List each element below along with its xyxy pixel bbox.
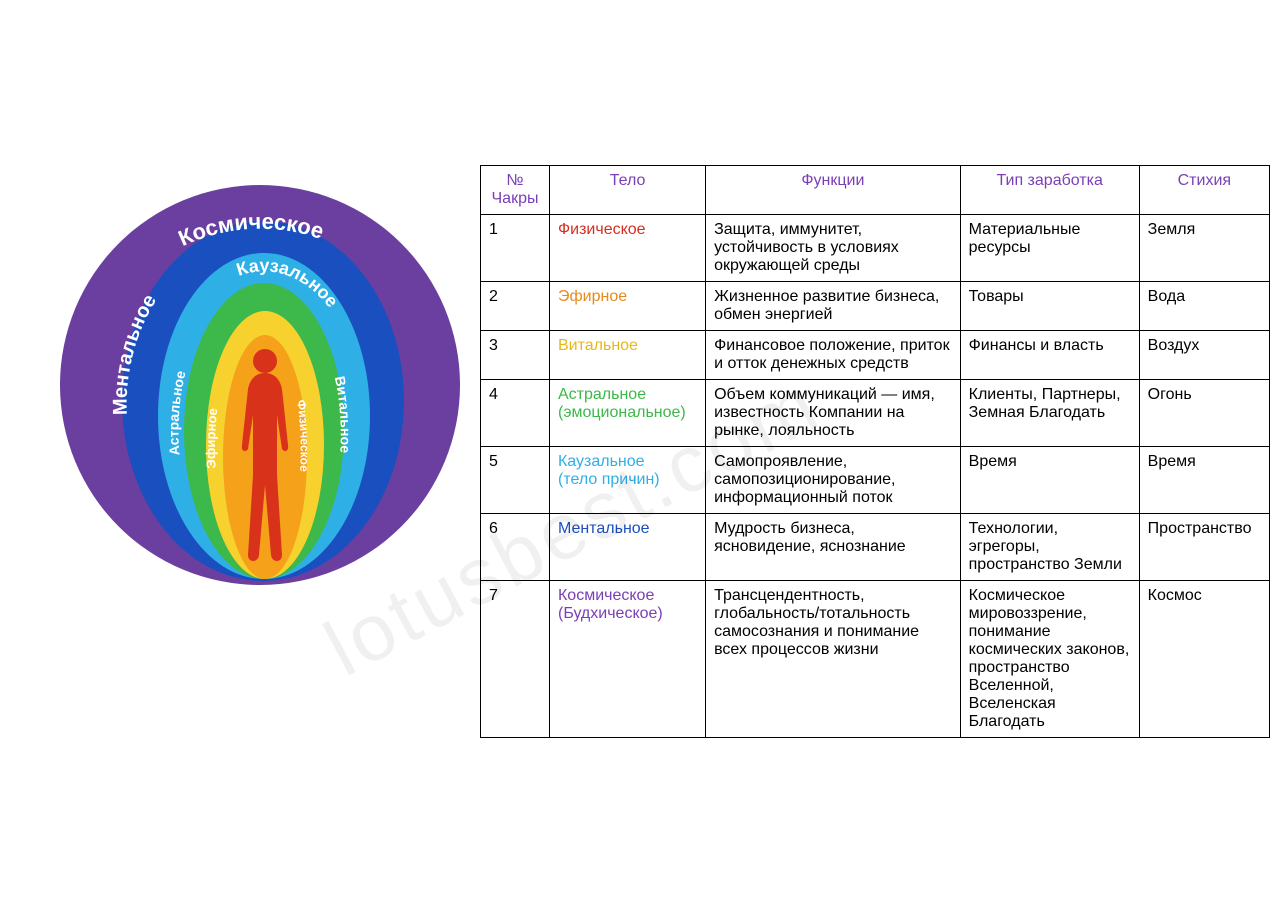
cell-earn: Космическое мировоззрение, понимание кос…	[960, 581, 1139, 738]
table-header-row: № Чакры Тело Функции Тип заработка Стихи…	[481, 166, 1270, 215]
body-subtitle: (тело причин)	[558, 471, 697, 489]
body-title: Физическое	[558, 221, 646, 238]
cell-func: Объем коммуникаций — имя, известность Ко…	[706, 380, 961, 447]
cell-body: Эфирное	[549, 282, 705, 331]
human-silhouette-icon	[236, 345, 294, 565]
body-title: Ментальное	[558, 520, 650, 537]
cell-earn: Материальные ресурсы	[960, 215, 1139, 282]
table-row: 4Астральное(эмоциональное)Объем коммуник…	[481, 380, 1270, 447]
cell-func: Самопроявление, самопозиционирование, ин…	[706, 447, 961, 514]
cell-num: 6	[481, 514, 550, 581]
cell-body: Астральное(эмоциональное)	[549, 380, 705, 447]
cell-func: Финансовое положение, приток и отток ден…	[706, 331, 961, 380]
col-header-body: Тело	[549, 166, 705, 215]
cell-num: 5	[481, 447, 550, 514]
cell-earn: Товары	[960, 282, 1139, 331]
body-subtitle: (эмоциональное)	[558, 404, 697, 422]
aura-diagram: Космическое Ментальное Каузальное Астрал…	[60, 185, 460, 595]
table-row: 5Каузальное(тело причин)Самопроявление, …	[481, 447, 1270, 514]
cell-earn: Технологии, эгрегоры, пространство Земли	[960, 514, 1139, 581]
cell-num: 2	[481, 282, 550, 331]
body-title: Витальное	[558, 337, 638, 354]
body-title: Каузальное	[558, 453, 645, 470]
cell-elem: Время	[1139, 447, 1269, 514]
main-container: Космическое Ментальное Каузальное Астрал…	[0, 0, 1280, 738]
body-title: Астральное	[558, 386, 646, 403]
chakra-table: № Чакры Тело Функции Тип заработка Стихи…	[480, 165, 1270, 738]
cell-num: 3	[481, 331, 550, 380]
cell-num: 7	[481, 581, 550, 738]
cell-num: 1	[481, 215, 550, 282]
cell-earn: Финансы и власть	[960, 331, 1139, 380]
cell-func: Защита, иммунитет, устойчивость в услови…	[706, 215, 961, 282]
cell-func: Жизненное развитие бизнеса, обмен энерги…	[706, 282, 961, 331]
cell-elem: Пространство	[1139, 514, 1269, 581]
table-body: 1 Физическое Защита, иммунитет, устойчивос…	[481, 215, 1270, 738]
cell-num: 4	[481, 380, 550, 447]
cell-func: Трансцендентность, глобальность/тотально…	[706, 581, 961, 738]
table-row: 6 Ментальное Мудрость бизнеса, ясновидение…	[481, 514, 1270, 581]
col-header-earn: Тип заработка	[960, 166, 1139, 215]
table-row: 2 Эфирное Жизненное развитие бизнеса, обме…	[481, 282, 1270, 331]
cell-earn: Клиенты, Партнеры, Земная Благодать	[960, 380, 1139, 447]
cell-elem: Вода	[1139, 282, 1269, 331]
cell-earn: Время	[960, 447, 1139, 514]
cell-body: Космическое(Будхическое)	[549, 581, 705, 738]
col-header-num: № Чакры	[481, 166, 550, 215]
cell-elem: Космос	[1139, 581, 1269, 738]
table-row: 7Космическое(Будхическое)Трансцендентнос…	[481, 581, 1270, 738]
cell-body: Ментальное	[549, 514, 705, 581]
cell-body: Физическое	[549, 215, 705, 282]
col-header-func: Функции	[706, 166, 961, 215]
body-title: Эфирное	[558, 288, 627, 305]
col-header-elem: Стихия	[1139, 166, 1269, 215]
body-title: Космическое	[558, 587, 654, 604]
cell-body: Витальное	[549, 331, 705, 380]
cell-elem: Воздух	[1139, 331, 1269, 380]
cell-elem: Огонь	[1139, 380, 1269, 447]
cell-elem: Земля	[1139, 215, 1269, 282]
body-subtitle: (Будхическое)	[558, 605, 697, 623]
table-row: 1 Физическое Защита, иммунитет, устойчивос…	[481, 215, 1270, 282]
cell-body: Каузальное(тело причин)	[549, 447, 705, 514]
cell-func: Мудрость бизнеса, ясновидение, яснознани…	[706, 514, 961, 581]
table-row: 3 Витальное Финансовое положение, приток и…	[481, 331, 1270, 380]
